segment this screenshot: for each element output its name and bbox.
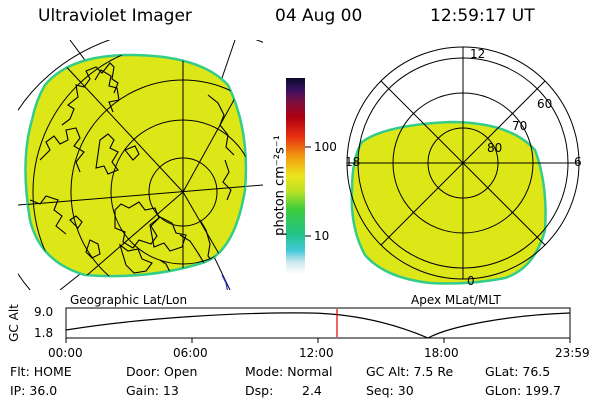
coastlines [29,62,235,274]
status-gain: Gain: 13 [126,383,179,398]
altitude-plot [65,307,571,343]
altitude-xtick-1800: 18:00 [424,346,459,360]
mlt-label-6: 6 [574,155,582,169]
status-mode: Mode: Normal [245,364,333,379]
altitude-ytick-high: 9.0 [34,305,54,319]
colorbar-tick-10: 10 [314,229,330,243]
status-gc-alt: GC Alt: 7.5 Re [366,364,454,379]
colorbar [286,78,311,274]
uv-image-disk-apex [350,120,547,285]
altitude-xtick-2359: 23:59 [555,346,590,360]
status-dsp-label: Dsp: [245,383,274,398]
apex-caption: Apex MLat/MLT [411,293,501,307]
altitude-ytick-low: 1.8 [34,326,54,340]
altitude-xtick-0600: 06:00 [173,346,208,360]
status-flt: Flt: HOME [10,364,72,379]
image-date: 04 Aug 00 [275,6,363,26]
status-ip: IP: 36.0 [10,383,58,398]
status-door: Door: Open [126,364,198,379]
instrument-title: Ultraviolet Imager [38,6,192,26]
apex-panel [346,46,580,285]
altitude-xtick-1200: 12:00 [299,346,334,360]
mlt-label-12: 12 [470,47,486,61]
colorbar-tick-100: 100 [314,140,337,154]
status-glat: GLat: 76.5 [485,364,551,379]
mlat-label-80: 80 [487,141,503,155]
altitude-ylabel: GC Alt [7,304,21,342]
altitude-xtick-0000: 00:00 [48,346,83,360]
status-dsp-value: 2.4 [302,383,322,398]
colorbar-gradient [286,78,305,274]
apex-grid [346,46,580,280]
colorbar-unit-label: photon cm⁻²s⁻¹ [272,135,288,236]
mlt-label-18: 18 [345,155,361,169]
geographic-caption: Geographic Lat/Lon [70,293,188,307]
altitude-curve [65,312,571,339]
geographic-panel [18,40,263,290]
status-glon: GLon: 199.7 [485,383,561,398]
image-time: 12:59:17 UT [430,6,535,26]
mlt-label-0: 0 [467,274,475,288]
status-seq: Seq: 30 [366,383,414,398]
mlat-label-70: 70 [512,119,528,133]
mlat-label-60: 60 [537,97,553,111]
